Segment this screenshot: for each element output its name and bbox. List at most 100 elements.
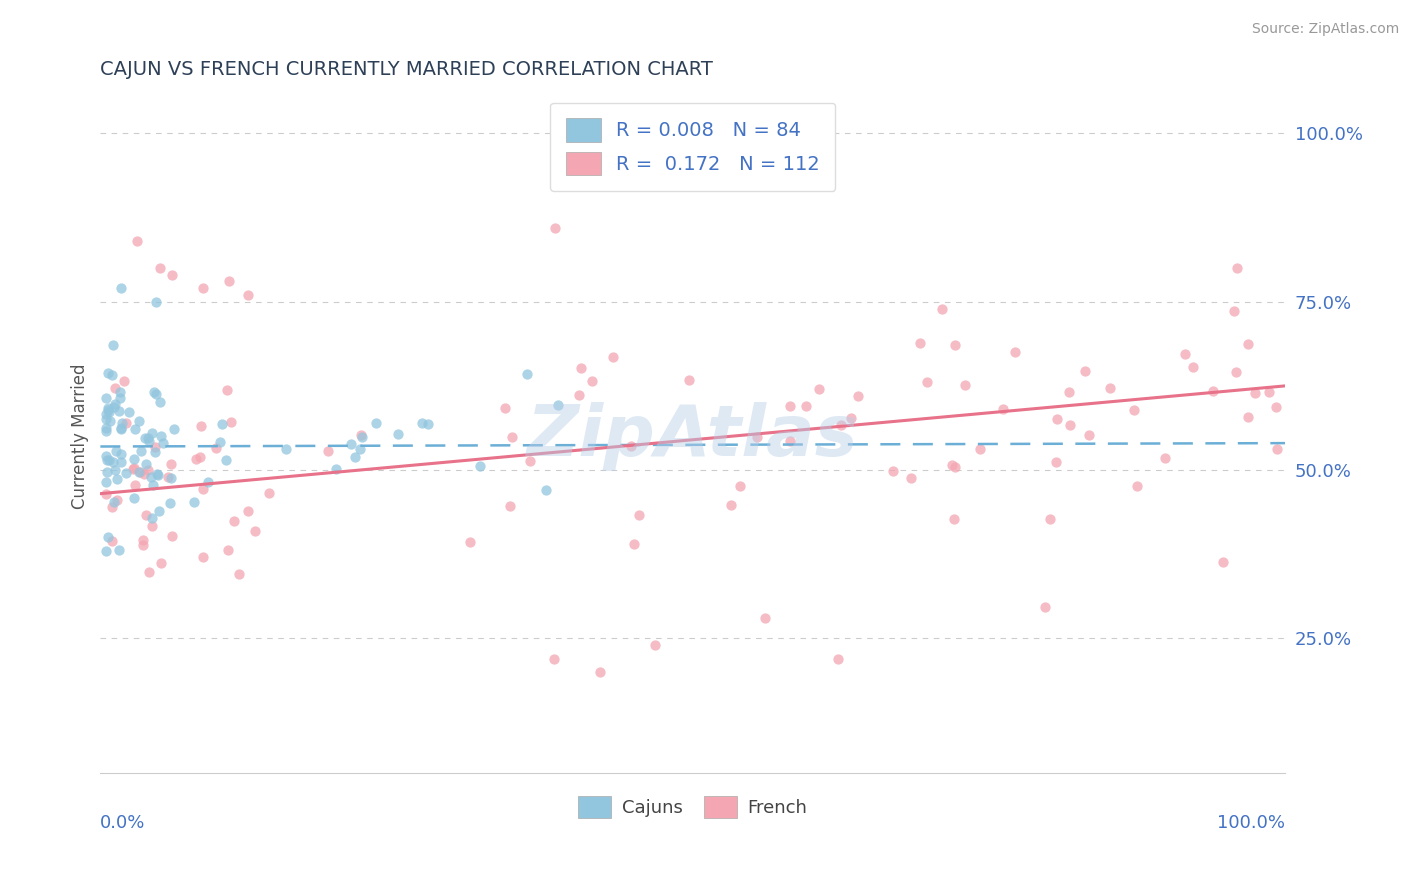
Point: [1258, 385, 1281, 400]
Point: [160, 268, 183, 282]
Point: [146, 468, 169, 483]
Point: [1045, 455, 1067, 469]
Point: [127, 234, 149, 248]
Point: [208, 434, 231, 449]
Point: [350, 427, 373, 442]
Point: [103, 338, 125, 352]
Point: [96, 544, 118, 558]
Point: [96, 466, 118, 480]
Point: [589, 665, 612, 680]
Point: [96, 475, 118, 489]
Point: [1223, 304, 1246, 318]
Point: [103, 495, 125, 509]
Point: [339, 437, 361, 451]
Point: [134, 431, 156, 445]
Point: [720, 499, 742, 513]
Point: [1098, 381, 1121, 395]
Point: [1059, 418, 1081, 433]
Point: [678, 373, 700, 387]
Point: [152, 435, 174, 450]
Point: [620, 439, 643, 453]
Point: [191, 549, 214, 564]
Text: 0.0%: 0.0%: [100, 814, 146, 831]
Point: [124, 478, 146, 492]
Point: [160, 457, 183, 471]
Point: [138, 434, 160, 448]
Point: [163, 422, 186, 436]
Point: [118, 405, 141, 419]
Point: [494, 401, 516, 415]
Point: [135, 457, 157, 471]
Point: [1237, 336, 1260, 351]
Point: [204, 441, 226, 455]
Point: [943, 460, 966, 475]
Point: [103, 400, 125, 414]
Point: [128, 414, 150, 428]
Point: [581, 374, 603, 388]
Point: [1265, 442, 1288, 456]
Point: [516, 367, 538, 381]
Point: [124, 460, 146, 475]
Point: [458, 535, 481, 549]
Text: Source: ZipAtlas.com: Source: ZipAtlas.com: [1251, 22, 1399, 37]
Point: [160, 471, 183, 485]
Point: [115, 466, 138, 480]
Point: [141, 426, 163, 441]
Point: [1046, 411, 1069, 425]
Point: [97, 401, 120, 415]
Point: [1174, 347, 1197, 361]
Point: [97, 366, 120, 380]
Point: [316, 444, 339, 458]
Point: [96, 453, 118, 467]
Point: [149, 556, 172, 570]
Point: [931, 301, 953, 316]
Point: [536, 483, 558, 498]
Text: ZipAtlas: ZipAtlas: [527, 402, 859, 471]
Point: [941, 458, 963, 473]
Point: [243, 524, 266, 538]
Point: [197, 475, 219, 489]
Point: [110, 447, 132, 461]
Point: [141, 519, 163, 533]
Point: [350, 430, 373, 444]
Point: [900, 470, 922, 484]
Point: [96, 407, 118, 421]
Point: [569, 360, 592, 375]
Point: [623, 537, 645, 551]
Point: [138, 565, 160, 579]
Point: [217, 383, 239, 397]
Point: [543, 221, 565, 235]
Point: [115, 416, 138, 430]
Point: [122, 451, 145, 466]
Point: [105, 492, 128, 507]
Point: [186, 451, 208, 466]
Point: [138, 463, 160, 477]
Point: [568, 388, 591, 402]
Point: [1039, 512, 1062, 526]
Point: [104, 444, 127, 458]
Point: [193, 482, 215, 496]
Point: [499, 499, 522, 513]
Point: [222, 515, 245, 529]
Point: [218, 275, 240, 289]
Point: [142, 478, 165, 492]
Point: [96, 421, 118, 435]
Point: [1078, 427, 1101, 442]
Point: [364, 417, 387, 431]
Y-axis label: Currently Married: Currently Married: [72, 364, 89, 509]
Point: [1265, 400, 1288, 414]
Point: [97, 531, 120, 545]
Point: [128, 465, 150, 479]
Point: [104, 381, 127, 395]
Point: [943, 338, 966, 352]
Point: [136, 431, 159, 445]
Point: [1237, 410, 1260, 425]
Legend: Cajuns, French: Cajuns, French: [571, 789, 814, 825]
Point: [644, 638, 666, 652]
Point: [97, 403, 120, 417]
Point: [101, 533, 124, 548]
Point: [228, 567, 250, 582]
Point: [1126, 479, 1149, 493]
Text: 100.0%: 100.0%: [1218, 814, 1285, 831]
Point: [602, 350, 624, 364]
